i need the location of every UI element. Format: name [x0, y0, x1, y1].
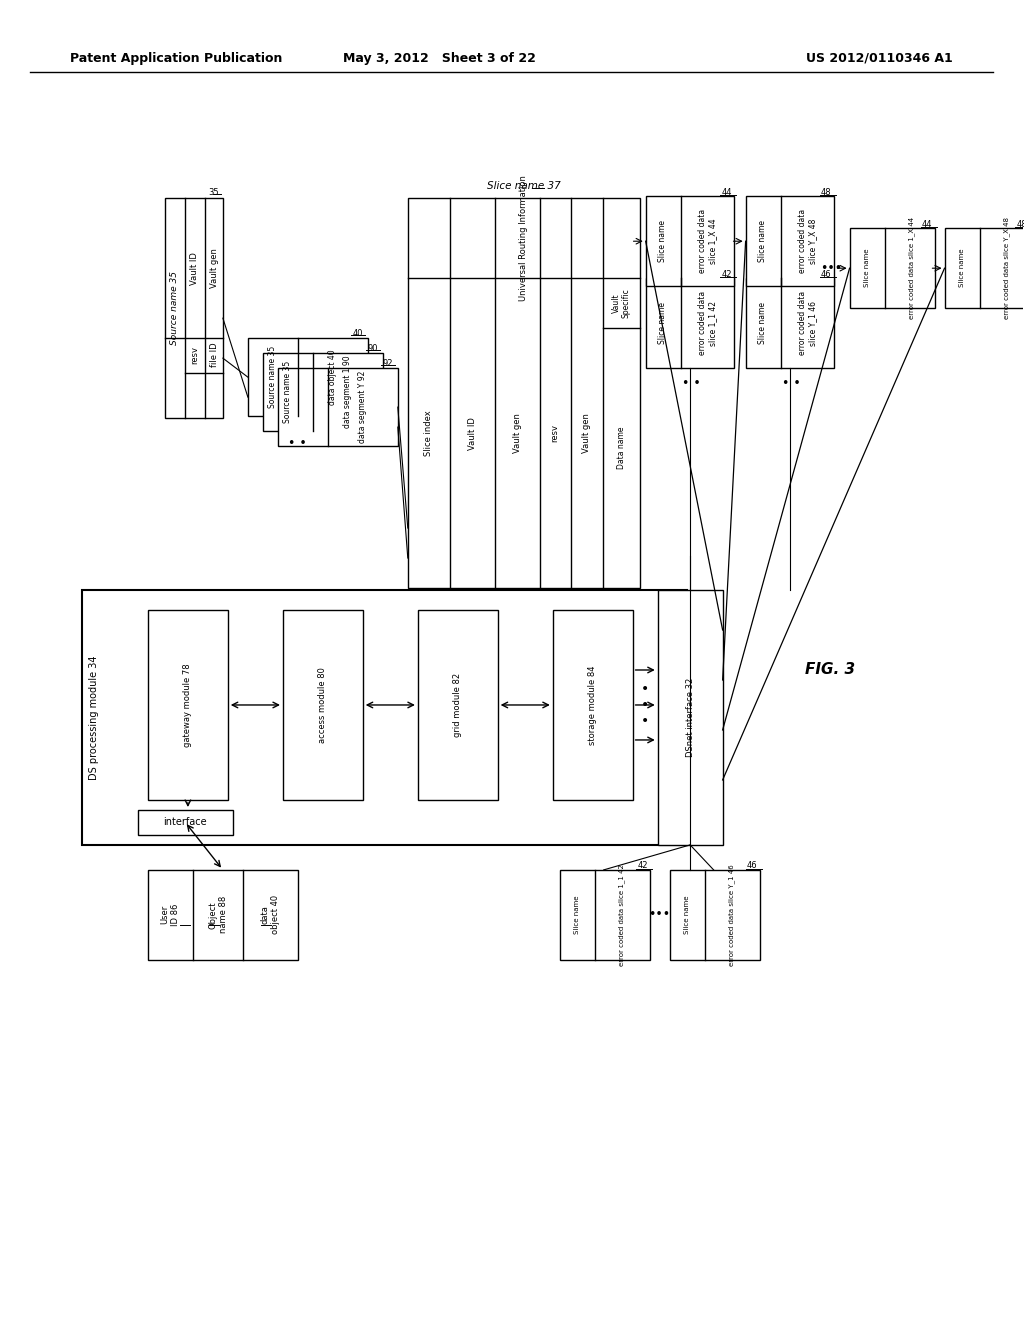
Text: storage module 84: storage module 84 [588, 665, 597, 744]
Text: • •: • • [782, 376, 801, 389]
Text: 90: 90 [368, 343, 378, 352]
Text: US 2012/0110346 A1: US 2012/0110346 A1 [806, 51, 953, 65]
Bar [560, 870, 649, 960]
Text: Slice index: Slice index [424, 411, 433, 455]
Text: 40: 40 [352, 329, 362, 338]
Text: Source name 35: Source name 35 [170, 271, 179, 345]
Bar [418, 610, 498, 800]
Text: DS processing module 34: DS processing module 34 [89, 655, 99, 780]
Text: Slice name: Slice name [658, 302, 668, 345]
Bar [138, 810, 232, 836]
Text: Slice name: Slice name [758, 220, 767, 263]
Text: Patent Application Publication: Patent Application Publication [70, 51, 283, 65]
Bar [553, 610, 633, 800]
Text: Slice name: Slice name [573, 896, 580, 935]
Text: Vault gen: Vault gen [513, 413, 522, 453]
Text: error coded data slice Y_1 46: error coded data slice Y_1 46 [728, 865, 735, 966]
Text: error coded data
slice 1_X 44: error coded data slice 1_X 44 [698, 209, 718, 273]
Text: 44: 44 [721, 187, 731, 197]
Text: Slice name: Slice name [958, 249, 965, 288]
Bar [944, 228, 1024, 308]
Text: Vault gen: Vault gen [210, 248, 219, 288]
Text: Object
name 88: Object name 88 [208, 896, 227, 933]
Text: Slice name: Slice name [658, 220, 668, 263]
Bar [278, 368, 397, 446]
Bar [850, 228, 935, 308]
Text: gateway module 78: gateway module 78 [183, 663, 193, 747]
Text: Source name 35: Source name 35 [284, 360, 293, 424]
Bar [646, 197, 733, 286]
Text: Slice name: Slice name [758, 302, 767, 345]
Text: 48: 48 [1017, 219, 1024, 228]
Text: May 3, 2012   Sheet 3 of 22: May 3, 2012 Sheet 3 of 22 [343, 51, 537, 65]
Text: data segment Y 92: data segment Y 92 [358, 371, 368, 444]
Text: file ID: file ID [210, 343, 219, 367]
Text: error coded data
slice Y_1 46: error coded data slice Y_1 46 [798, 292, 817, 355]
Text: •••: ••• [648, 908, 671, 921]
Text: • •: • • [289, 437, 307, 450]
Bar [82, 590, 687, 845]
Text: resv: resv [551, 424, 560, 442]
Bar [670, 870, 760, 960]
Text: •
•
•: • • • [641, 681, 649, 729]
Text: 48: 48 [821, 187, 831, 197]
Text: Vault
Specific: Vault Specific [611, 288, 631, 318]
Text: resv: resv [190, 346, 200, 364]
Bar [745, 279, 834, 368]
Bar [263, 354, 383, 432]
Text: FIG. 3: FIG. 3 [805, 663, 855, 677]
Text: data object 40: data object 40 [329, 350, 337, 405]
Text: grid module 82: grid module 82 [454, 673, 462, 737]
Text: DSnet interface 32: DSnet interface 32 [686, 678, 694, 758]
Text: •••: ••• [820, 261, 843, 275]
Text: 46: 46 [746, 862, 758, 870]
Bar [646, 279, 733, 368]
Text: error coded data slice 1_1 42: error coded data slice 1_1 42 [618, 863, 625, 966]
Bar [657, 590, 723, 845]
Text: error coded data
slice 1_1 42: error coded data slice 1_1 42 [698, 292, 718, 355]
Text: data segment 1 90: data segment 1 90 [343, 356, 352, 429]
Bar [745, 197, 834, 286]
Text: error coded data
slice Y_X 48: error coded data slice Y_X 48 [798, 209, 817, 273]
Text: Slice name 37: Slice name 37 [486, 181, 560, 191]
Text: 42: 42 [637, 862, 647, 870]
Bar [147, 870, 298, 960]
Text: 92: 92 [382, 359, 393, 368]
Text: Vault gen: Vault gen [583, 413, 591, 453]
Text: Vault ID: Vault ID [468, 417, 477, 450]
Bar [408, 198, 640, 587]
Text: 35: 35 [208, 187, 219, 197]
Text: 46: 46 [821, 269, 831, 279]
Text: 44: 44 [922, 219, 933, 228]
Bar [248, 338, 368, 416]
Bar [165, 198, 223, 418]
Text: interface: interface [163, 817, 207, 826]
Text: error coded data slice Y_X 48: error coded data slice Y_X 48 [1004, 218, 1010, 319]
Text: error coded data slice 1_X 44: error coded data slice 1_X 44 [908, 216, 914, 319]
Text: User
ID 86: User ID 86 [160, 904, 179, 927]
Text: • •: • • [682, 376, 701, 389]
Text: Universal Routing Information: Universal Routing Information [519, 176, 528, 301]
Bar [147, 610, 228, 800]
Text: Slice name: Slice name [863, 249, 869, 288]
Text: Data name: Data name [616, 426, 626, 470]
Text: 42: 42 [721, 269, 731, 279]
Text: Source name 35: Source name 35 [268, 346, 278, 408]
Text: access module 80: access module 80 [318, 667, 328, 743]
Text: Slice name: Slice name [684, 896, 689, 935]
Text: Vault ID: Vault ID [190, 252, 200, 285]
Bar [283, 610, 362, 800]
Text: data
object 40: data object 40 [260, 895, 280, 935]
